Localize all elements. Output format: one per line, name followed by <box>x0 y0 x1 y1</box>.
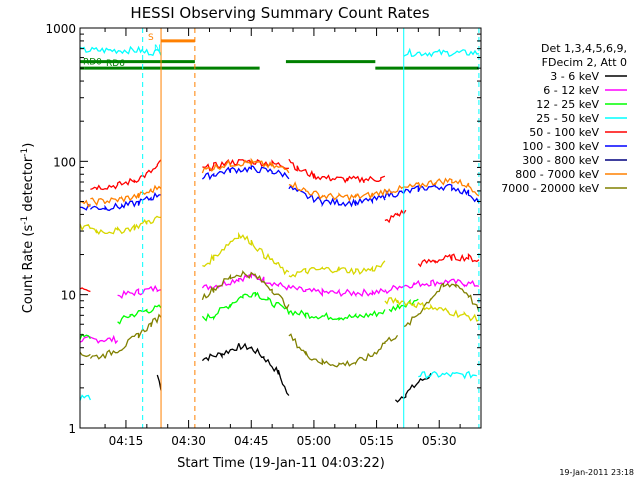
series-line <box>384 278 480 295</box>
series-line <box>79 287 91 293</box>
series-line <box>79 45 144 55</box>
series-line <box>384 297 480 322</box>
flags-layer: SN RD0 RD6 <box>80 28 480 428</box>
series-line <box>117 304 162 325</box>
x-tick-label: 05:15 <box>359 434 394 448</box>
series-line <box>90 159 162 191</box>
series-line <box>288 158 386 184</box>
y-tick-label: 100 <box>53 155 76 169</box>
chart-title: HESSI Observing Summary Count Rates <box>130 4 429 22</box>
x-axis: 04:15 04:30 04:45 05:00 05:15 05:30 <box>104 28 461 448</box>
legend: Det 1,3,4,5,6,9, FDecim 2, Att 0 3 - 6 k… <box>501 42 627 195</box>
series-line <box>288 260 386 278</box>
plot-frame <box>79 27 482 429</box>
series-line <box>79 215 161 236</box>
series-line <box>142 48 162 57</box>
series-line <box>403 47 479 58</box>
x-tick-label: 04:15 <box>109 434 144 448</box>
series-line <box>384 209 407 224</box>
series-line <box>288 184 386 208</box>
series-line <box>288 181 386 202</box>
x-tick-label: 05:30 <box>422 434 457 448</box>
series-line <box>201 164 290 181</box>
series-layer <box>79 45 480 403</box>
footer-date: 19-Jan-2011 23:18 <box>559 468 634 477</box>
y-tick-label: 10 <box>61 289 76 303</box>
series-line <box>156 374 162 391</box>
series-line <box>394 373 432 403</box>
series-line <box>90 184 162 207</box>
series-line <box>117 284 162 299</box>
legend-label: 3 - 6 keV <box>550 70 599 83</box>
legend-label: 25 - 50 keV <box>536 112 599 125</box>
y-tick-label: 1000 <box>45 22 76 36</box>
y-axis-label-sup1: -1 <box>20 216 30 225</box>
series-line <box>201 271 386 298</box>
series-line <box>417 253 480 268</box>
series-line <box>288 333 399 368</box>
series-line <box>403 282 480 328</box>
legend-header-2: FDecim 2, Att 0 <box>542 56 627 69</box>
x-tick-label: 05:00 <box>297 434 332 448</box>
y-axis-label-mid: detector <box>21 156 36 216</box>
series-line <box>201 157 290 174</box>
series-line <box>90 334 119 345</box>
legend-label: 12 - 25 keV <box>536 98 599 111</box>
legend-label: 50 - 100 keV <box>529 126 599 139</box>
y-axis: 1 10 100 1000 <box>45 22 481 436</box>
series-line <box>202 231 290 276</box>
y-tick-label: 1 <box>68 422 76 436</box>
y-axis-label: Count Rate (s-1 detector-1) <box>20 143 36 314</box>
series-line <box>384 181 480 204</box>
series-line <box>201 342 290 396</box>
flag-label: RD6 <box>106 59 125 69</box>
series-line <box>79 394 91 401</box>
x-axis-label: Start Time (19-Jan-11 04:03:22) <box>177 456 385 471</box>
legend-label: 6 - 12 keV <box>543 84 599 97</box>
series-line <box>384 177 480 197</box>
x-tick-label: 04:30 <box>171 434 206 448</box>
series-line <box>79 351 91 358</box>
legend-label: 7000 - 20000 keV <box>501 182 599 195</box>
series-line <box>201 269 290 310</box>
legend-header-1: Det 1,3,4,5,6,9, <box>541 42 627 55</box>
legend-label: 800 - 7000 keV <box>515 168 599 181</box>
y-axis-label-sup2: -1 <box>20 148 30 157</box>
series-line <box>201 291 386 322</box>
flag-label: S <box>148 33 154 43</box>
series-line <box>89 313 162 360</box>
flag-label: RD0 <box>83 58 102 68</box>
legend-label: 100 - 300 keV <box>522 140 599 153</box>
x-tick-label: 04:45 <box>234 434 269 448</box>
flag-label: N <box>154 44 161 54</box>
y-axis-label-main: Count Rate (s <box>21 225 36 314</box>
series-line <box>418 370 477 380</box>
series-line <box>89 191 161 212</box>
y-axis-label-end: ) <box>21 143 36 148</box>
legend-label: 300 - 800 keV <box>522 154 599 167</box>
